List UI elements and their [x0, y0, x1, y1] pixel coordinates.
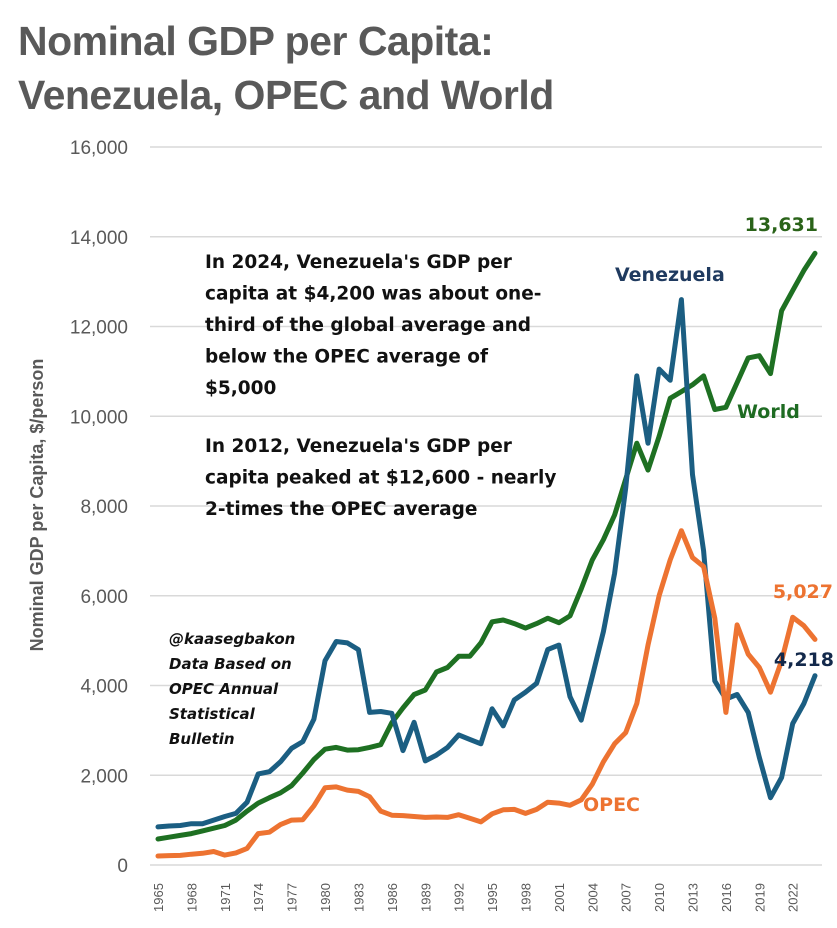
y-tick-label: 2,000 — [80, 766, 128, 787]
credit-line: Statistical — [169, 705, 256, 723]
x-tick-label: 2001 — [552, 883, 567, 912]
series-label-world: World — [737, 401, 800, 423]
x-tick-label: 1998 — [518, 883, 533, 912]
series-label-opec: OPEC — [583, 794, 640, 816]
x-tick-label: 1983 — [351, 883, 366, 912]
x-tick-label: 2010 — [652, 883, 667, 912]
annotation-line: third of the global average and — [205, 315, 531, 336]
end-label-world: 13,631 — [745, 214, 818, 236]
annotation-2024: In 2024, Venezuela's GDP per capita at $4… — [205, 252, 541, 399]
x-tick-label: 2016 — [719, 883, 734, 912]
y-axis-ticks: 0 2,000 4,000 6,000 8,000 10,000 12,000 14,000 1… — [70, 138, 128, 877]
x-tick-label: 1965 — [151, 883, 166, 912]
chart-title-line-2: Venezuela, OPEC and World — [18, 72, 554, 118]
x-tick-label: 1968 — [184, 883, 199, 912]
y-tick-label: 14,000 — [70, 228, 128, 249]
credit-line: @kaasegbakon — [169, 630, 295, 648]
annotation-line: 2-times the OPEC average — [205, 499, 477, 520]
x-tick-label: 2013 — [686, 883, 701, 912]
x-tick-label: 1992 — [452, 883, 467, 912]
annotation-line: capita at $4,200 was about one- — [205, 284, 541, 305]
credit-line: OPEC Annual — [169, 680, 279, 698]
annotation-2012: In 2012, Venezuela's GDP per capita peake… — [205, 436, 556, 520]
y-tick-label: 10,000 — [70, 407, 128, 428]
y-tick-label: 6,000 — [80, 587, 128, 608]
annotation-line: In 2024, Venezuela's GDP per — [205, 252, 513, 273]
annotation-line: $5,000 — [205, 378, 276, 399]
x-tick-label: 1986 — [385, 883, 400, 912]
x-tick-label: 1977 — [285, 883, 300, 912]
y-tick-label: 8,000 — [80, 497, 128, 518]
credit-line: Data Based on — [169, 655, 292, 673]
y-tick-label: 16,000 — [70, 138, 128, 159]
x-tick-label: 2019 — [752, 883, 767, 912]
y-axis-label: Nominal GDP per Capita, $/person — [27, 359, 47, 652]
y-tick-label: 12,000 — [70, 318, 128, 339]
end-label-venezuela: 4,218 — [774, 649, 834, 671]
source-credit: @kaasegbakon Data Based on OPEC Annual Stat… — [169, 630, 295, 748]
annotation-line: below the OPEC average of — [205, 347, 489, 368]
series-label-venezuela: Venezuela — [615, 264, 725, 286]
series-line-opec — [155, 528, 818, 859]
x-tick-label: 1980 — [318, 883, 333, 912]
series-line-world — [155, 250, 818, 842]
x-axis-ticks: 1965 1968 1971 1974 1977 1980 1983 1986 1989 1992… — [151, 883, 801, 912]
annotation-line: capita peaked at $12,600 - nearly — [205, 468, 556, 489]
credit-line: Bulletin — [169, 730, 235, 748]
x-tick-label: 1974 — [251, 883, 266, 912]
x-tick-label: 2004 — [585, 883, 600, 912]
y-tick-label: 4,000 — [80, 677, 128, 698]
chart-title: Nominal GDP per Capita: Venezuela, OPEC … — [18, 14, 554, 122]
x-tick-label: 2007 — [619, 883, 634, 912]
x-tick-label: 2022 — [786, 883, 801, 912]
y-tick-label: 0 — [117, 856, 128, 877]
x-tick-label: 1989 — [418, 883, 433, 912]
x-tick-label: 1971 — [218, 883, 233, 912]
annotation-line: In 2012, Venezuela's GDP per — [205, 436, 513, 457]
x-tick-label: 1995 — [485, 883, 500, 912]
end-label-opec: 5,027 — [773, 581, 833, 603]
chart-title-line-1: Nominal GDP per Capita: — [18, 18, 494, 64]
series-lines — [155, 250, 818, 859]
